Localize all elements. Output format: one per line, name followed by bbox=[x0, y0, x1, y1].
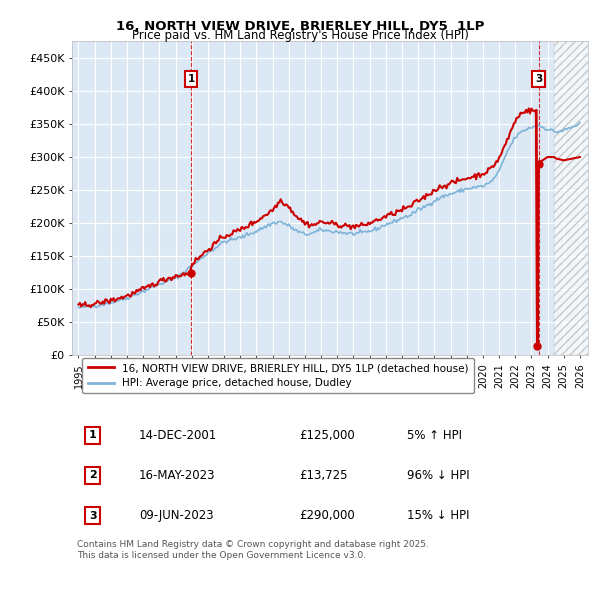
Text: 1: 1 bbox=[187, 74, 194, 84]
Text: 5% ↑ HPI: 5% ↑ HPI bbox=[407, 429, 463, 442]
Text: £290,000: £290,000 bbox=[299, 509, 355, 522]
Text: 3: 3 bbox=[89, 510, 97, 520]
Text: 96% ↓ HPI: 96% ↓ HPI bbox=[407, 469, 470, 482]
Text: 1: 1 bbox=[89, 430, 97, 440]
Text: £125,000: £125,000 bbox=[299, 429, 355, 442]
Text: Price paid vs. HM Land Registry's House Price Index (HPI): Price paid vs. HM Land Registry's House … bbox=[131, 29, 469, 42]
Text: 16, NORTH VIEW DRIVE, BRIERLEY HILL, DY5  1LP: 16, NORTH VIEW DRIVE, BRIERLEY HILL, DY5… bbox=[116, 20, 484, 33]
Text: £13,725: £13,725 bbox=[299, 469, 347, 482]
Text: 3: 3 bbox=[535, 74, 542, 84]
Text: 09-JUN-2023: 09-JUN-2023 bbox=[139, 509, 214, 522]
Text: 16-MAY-2023: 16-MAY-2023 bbox=[139, 469, 215, 482]
Bar bbox=[554, 41, 600, 355]
Text: 2: 2 bbox=[89, 470, 97, 480]
Legend: 16, NORTH VIEW DRIVE, BRIERLEY HILL, DY5 1LP (detached house), HPI: Average pric: 16, NORTH VIEW DRIVE, BRIERLEY HILL, DY5… bbox=[82, 358, 473, 394]
Text: 14-DEC-2001: 14-DEC-2001 bbox=[139, 429, 217, 442]
Text: 15% ↓ HPI: 15% ↓ HPI bbox=[407, 509, 470, 522]
Text: Contains HM Land Registry data © Crown copyright and database right 2025.
This d: Contains HM Land Registry data © Crown c… bbox=[77, 540, 429, 560]
